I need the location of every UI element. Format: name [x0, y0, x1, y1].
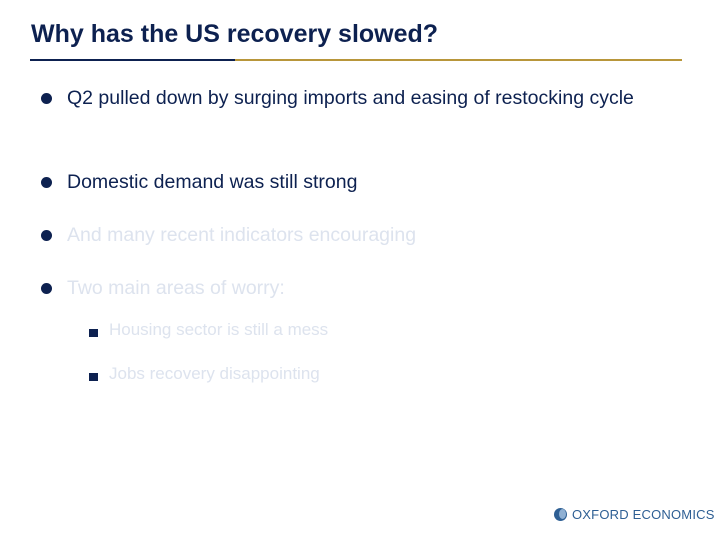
bullet-dot-icon [41, 93, 52, 104]
globe-icon [554, 508, 567, 521]
bullet-dot-icon [41, 177, 52, 188]
logo-wordmark: OXFORD ECONOMICS [572, 507, 715, 522]
bullet-text: Domestic demand was still strong [67, 171, 358, 193]
sub-bullet-text: Jobs recovery disappointing [109, 364, 320, 383]
oxford-economics-logo: OXFORD ECONOMICS [552, 507, 714, 525]
bullet-dot-icon [41, 283, 52, 294]
sub-bullet-text: Housing sector is still a mess [109, 320, 329, 339]
title-divider-gold [235, 59, 682, 61]
slide-title: Why has the US recovery slowed? [31, 20, 439, 48]
bullet-text: Two main areas of worry: [67, 277, 285, 299]
bullet-dot-icon [41, 230, 52, 241]
title-divider-navy [30, 59, 235, 61]
bullet-text: And many recent indicators encouraging [67, 224, 417, 246]
square-bullet-icon [89, 329, 98, 337]
bullet-text: Q2 pulled down by surging imports and ea… [67, 87, 634, 109]
square-bullet-icon [89, 373, 98, 381]
